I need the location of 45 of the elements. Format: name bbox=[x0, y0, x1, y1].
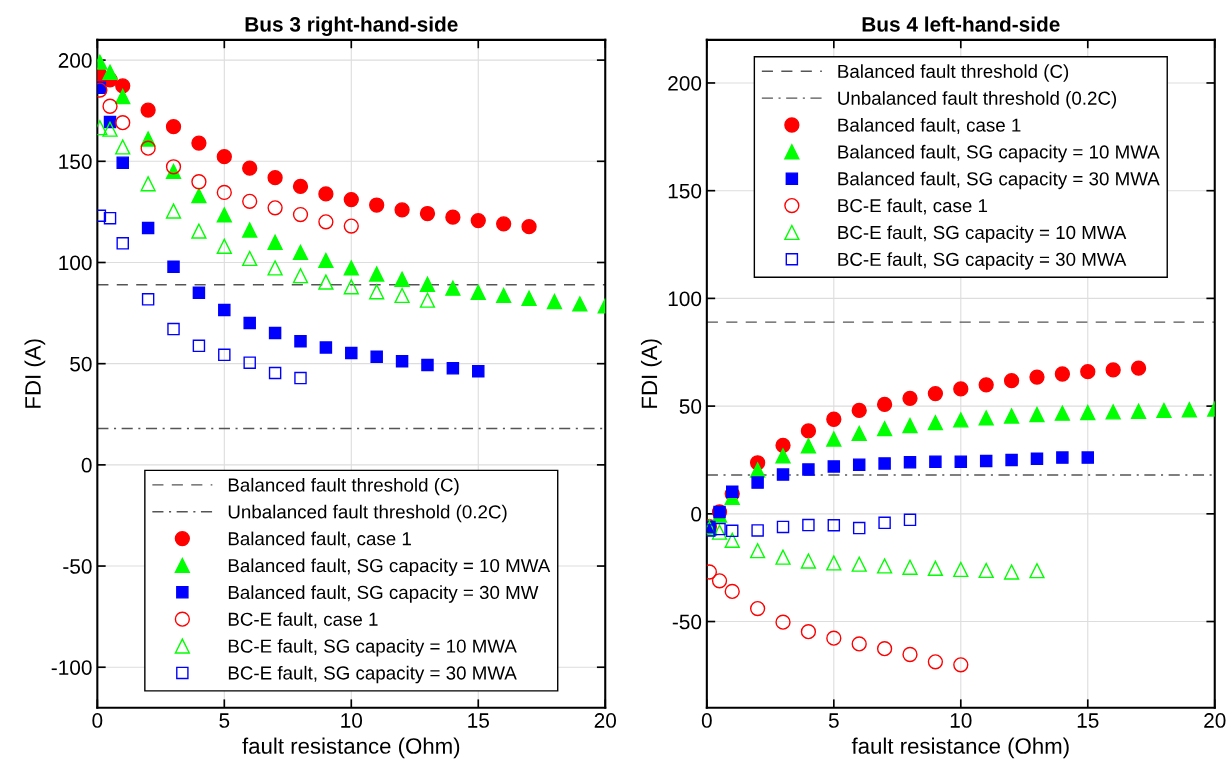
y-tick-label: 200 bbox=[58, 53, 92, 68]
x-tick-label: 0 bbox=[701, 713, 712, 728]
x-tick-label: 10 bbox=[341, 713, 363, 728]
legend-label: Unbalanced fault threshold (0.2C) bbox=[228, 504, 507, 523]
legend-label: Balanced fault, SG capacity = 30 MW bbox=[228, 585, 539, 603]
legend-label: BC-E fault, SG capacity = 30 MWA bbox=[838, 252, 1127, 270]
legend-label: Balanced fault threshold (C) bbox=[228, 477, 459, 496]
legend-label: BC-E fault, case 1 bbox=[838, 198, 988, 215]
y-tick-label: 50 bbox=[70, 356, 92, 372]
legend-label: Balanced fault, SG capacity = 10 MWA bbox=[838, 144, 1160, 163]
y-tick-label: 150 bbox=[59, 154, 92, 170]
x-axis-title: fault resistance (Ohm) bbox=[851, 737, 1069, 759]
y-tick-label: 50 bbox=[679, 399, 702, 414]
x-tick-label: 0 bbox=[92, 713, 103, 728]
x-tick-label: 15 bbox=[468, 713, 489, 728]
y-axis-title: FDI (A) bbox=[640, 339, 662, 408]
legend-label: Balanced fault, case 1 bbox=[228, 531, 411, 548]
legend-label: Unbalanced fault threshold (0.2C) bbox=[838, 91, 1117, 109]
y-tick-label: -50 bbox=[672, 614, 702, 630]
y-tick-label: 0 bbox=[81, 457, 92, 473]
legend-label: Balanced fault, SG capacity = 30 MWA bbox=[838, 171, 1160, 190]
x-tick-label: 20 bbox=[1204, 713, 1226, 728]
x-tick-label: 20 bbox=[594, 713, 617, 728]
chart-title: Bus 3 right-hand-side bbox=[245, 16, 458, 36]
legend-label: BC-E fault, SG capacity = 10 MWA bbox=[838, 225, 1127, 243]
legend-label: Balanced fault, SG capacity = 10 MWA bbox=[228, 558, 551, 576]
x-tick-label: 10 bbox=[950, 713, 972, 728]
x-tick-label: 5 bbox=[219, 713, 230, 728]
x-tick-label: 5 bbox=[828, 713, 839, 728]
y-axis-title: FDI (A) bbox=[24, 339, 46, 408]
y-tick-label: -50 bbox=[63, 559, 92, 574]
legend-label: BC-E fault, case 1 bbox=[228, 612, 378, 629]
legend-label: Balanced fault threshold (C) bbox=[838, 64, 1069, 82]
y-tick-label: 150 bbox=[668, 183, 702, 199]
x-tick-label: 15 bbox=[1077, 713, 1099, 728]
x-axis-title: fault resistance (Ohm) bbox=[242, 737, 460, 759]
legend-label: Balanced fault, case 1 bbox=[838, 117, 1021, 134]
y-tick-label: -100 bbox=[51, 660, 92, 675]
legend-label: BC-E fault, SG capacity = 30 MWA bbox=[228, 665, 517, 684]
y-tick-label: 0 bbox=[691, 506, 702, 522]
legend-label: BC-E fault, SG capacity = 10 MWA bbox=[228, 639, 517, 657]
chart-title: Bus 4 left-hand-side bbox=[862, 16, 1060, 32]
y-tick-label: 100 bbox=[59, 255, 92, 271]
y-tick-label: 100 bbox=[668, 291, 702, 307]
y-tick-label: 200 bbox=[668, 75, 702, 91]
